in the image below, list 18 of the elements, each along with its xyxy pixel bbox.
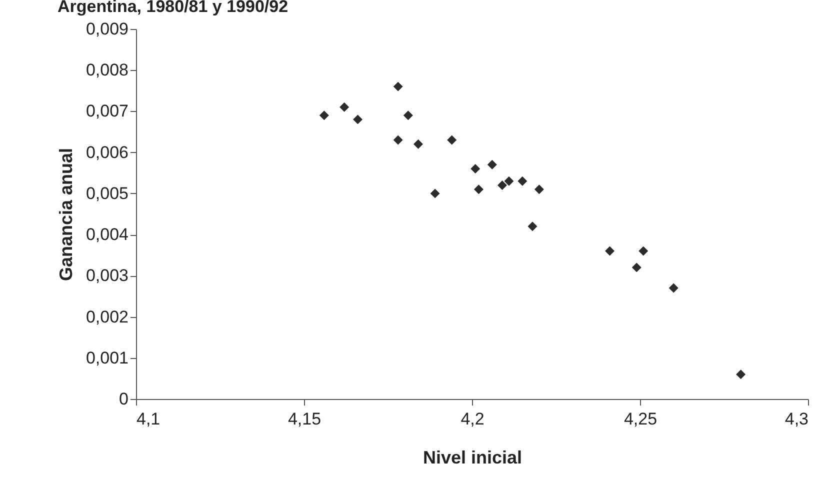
- x-tick-label: 4,15: [288, 410, 322, 428]
- y-axis-title: Ganancia anual: [56, 148, 76, 282]
- chart-title: Argentina, 1980/81 y 1990/92: [57, 0, 288, 16]
- x-axis-title: Nivel inicial: [422, 448, 522, 468]
- y-tick-label: 0,003: [86, 266, 128, 286]
- y-tick-label: 0,002: [86, 307, 128, 326]
- y-tick-label: 0,006: [86, 142, 128, 162]
- y-tick-label: 0,008: [86, 60, 128, 80]
- x-tick-label: 4,2: [460, 410, 484, 428]
- y-tick-label: 0,007: [86, 102, 128, 121]
- y-tick-label: 0,005: [86, 184, 128, 203]
- y-tick-label: 0,004: [86, 225, 128, 244]
- x-tick-label: 4,25: [624, 410, 658, 428]
- x-tick-label: 4,3: [784, 410, 808, 428]
- y-tick-label: 0: [119, 390, 128, 408]
- y-tick-label: 0,009: [86, 20, 128, 38]
- x-tick-label: 4,1: [136, 410, 160, 428]
- y-tick-label: 0,001: [86, 348, 128, 368]
